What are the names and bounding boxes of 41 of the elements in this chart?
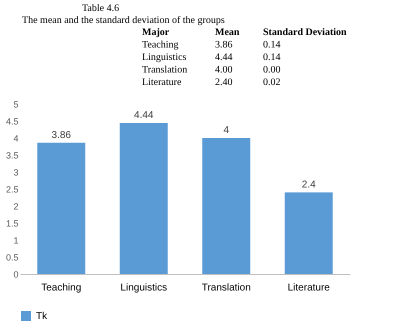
text: 0.02	[263, 77, 280, 88]
y-tick-label: 0.5	[6, 252, 18, 262]
y-tick-label: 0	[13, 270, 18, 280]
text: The mean and the standard deviation of the groups	[22, 15, 225, 26]
y-tick-label: 1.5	[6, 218, 18, 228]
text: Literature	[142, 77, 182, 88]
data-label: 3.86	[52, 130, 72, 141]
text: 0.14	[263, 40, 280, 50]
text: Teaching	[142, 40, 179, 50]
text: 0.14	[263, 52, 280, 63]
data-label: 4	[223, 125, 230, 136]
text: Major	[142, 27, 170, 38]
y-tick-label: 5	[13, 100, 18, 110]
y-tick-label: 2.5	[6, 184, 18, 194]
x-tick-label: Linguistics	[120, 282, 168, 294]
y-tick-label: 4.5	[6, 116, 18, 126]
text: Standard Deviation	[263, 27, 348, 38]
text: 4.00	[215, 64, 232, 76]
data-label: 2.4	[302, 179, 316, 190]
y-tick-label: 1	[13, 236, 18, 246]
caption: Table 4.6	[82, 3, 120, 14]
x-tick-label: Teaching	[41, 282, 82, 294]
x-tick-label: Literature	[288, 282, 330, 294]
text: Mean	[215, 27, 240, 38]
bar	[202, 138, 250, 274]
text: 4.44	[215, 52, 232, 63]
text: Translation	[142, 64, 188, 76]
text: 3.86	[215, 40, 232, 50]
bar	[120, 123, 168, 274]
text: 2.40	[215, 77, 232, 88]
x-tick-label: Translation	[202, 282, 251, 294]
text: Linguistics	[142, 52, 187, 63]
y-tick-label: 3	[13, 168, 18, 178]
y-tick-label: 3.5	[6, 150, 18, 160]
data-label: 4.44	[134, 110, 154, 122]
y-tick-label: 4	[13, 134, 18, 144]
legend-label: Tk	[36, 311, 48, 322]
bar	[284, 192, 333, 274]
y-tick-label: 2	[13, 202, 18, 212]
text: 0.00	[263, 64, 280, 76]
bar	[37, 142, 86, 274]
